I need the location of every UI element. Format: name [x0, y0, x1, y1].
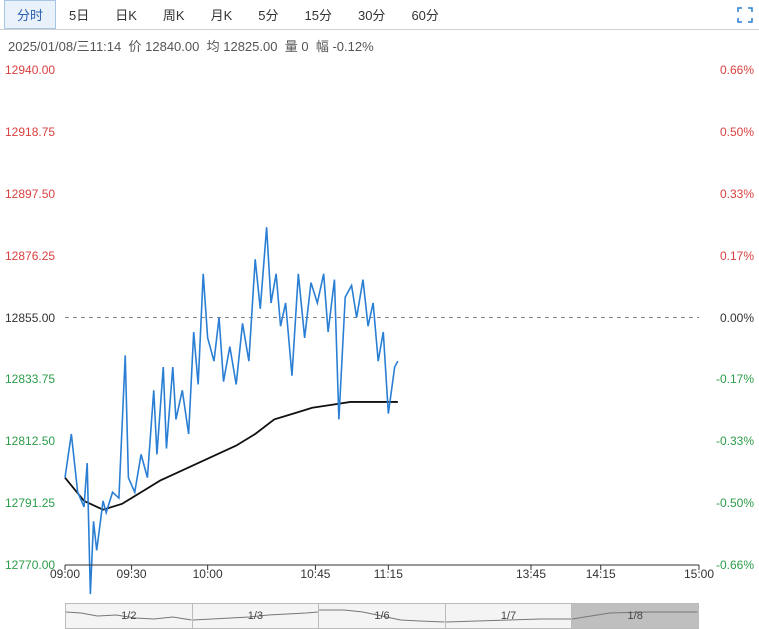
- mini-overview-panel[interactable]: 1/2 1/3 1/6 1/7 1/8: [65, 603, 699, 629]
- expand-icon[interactable]: [735, 5, 755, 25]
- tab-月K[interactable]: 月K: [198, 0, 246, 29]
- tab-日K[interactable]: 日K: [102, 0, 150, 29]
- y-right-tick: 0.33%: [720, 188, 754, 200]
- plot-region[interactable]: [65, 70, 699, 565]
- x-tick: 14:15: [586, 567, 616, 581]
- price-line: [65, 227, 398, 594]
- y-right-tick: -0.33%: [716, 435, 754, 447]
- info-chg: -0.12%: [332, 39, 373, 54]
- info-vol: 0: [301, 39, 308, 54]
- y-right-tick: 0.66%: [720, 64, 754, 76]
- y-right-tick: 0.17%: [720, 250, 754, 262]
- mini-segment[interactable]: 1/8: [571, 603, 699, 629]
- y-right-tick: -0.17%: [716, 373, 754, 385]
- y-right-tick: 0.50%: [720, 126, 754, 138]
- mini-segment[interactable]: 1/7: [445, 603, 573, 629]
- y-right-tick: -0.66%: [716, 559, 754, 571]
- x-tick: 11:15: [374, 567, 403, 581]
- y-left-tick: 12876.25: [5, 250, 55, 262]
- chart-area: 12940.00 12918.75 12897.50 12876.25 12855.00…: [0, 60, 759, 575]
- mini-label: 1/6: [374, 610, 389, 622]
- tab-5日[interactable]: 5日: [56, 0, 102, 29]
- x-tick: 09:30: [117, 567, 147, 581]
- tab-分时[interactable]: 分时: [4, 0, 56, 29]
- y-left-tick: 12855.00: [5, 312, 55, 324]
- mini-segment[interactable]: 1/6: [318, 603, 446, 629]
- tab-5分[interactable]: 5分: [245, 0, 291, 29]
- tab-60分[interactable]: 60分: [398, 0, 451, 29]
- y-right-tick: -0.50%: [716, 497, 754, 509]
- tab-15分[interactable]: 15分: [292, 0, 345, 29]
- mini-segment[interactable]: 1/2: [65, 603, 193, 629]
- info-chg-label: 幅: [316, 39, 329, 54]
- y-left-tick: 12833.75: [5, 373, 55, 385]
- y-left-tick: 12791.25: [5, 497, 55, 509]
- y-left-tick: 12918.75: [5, 126, 55, 138]
- tab-bar: 分时5日日K周K月K5分15分30分60分: [0, 0, 759, 30]
- info-vol-label: 量: [285, 39, 298, 54]
- x-tick: 10:45: [300, 567, 330, 581]
- info-avg: 12825.00: [223, 39, 277, 54]
- info-price: 12840.00: [145, 39, 199, 54]
- y-left-tick: 12940.00: [5, 64, 55, 76]
- mini-label: 1/3: [248, 610, 263, 622]
- info-price-label: 价: [128, 39, 141, 54]
- mini-label: 1/8: [628, 610, 643, 622]
- tab-周K[interactable]: 周K: [150, 0, 198, 29]
- info-bar: 2025/01/08/三11:14 价 12840.00 均 12825.00 …: [0, 30, 759, 61]
- tab-30分[interactable]: 30分: [345, 0, 398, 29]
- y-left-tick: 12812.50: [5, 435, 55, 447]
- x-tick: 10:00: [193, 567, 223, 581]
- y-left-tick: 12897.50: [5, 188, 55, 200]
- info-avg-label: 均: [207, 39, 220, 54]
- info-datetime: 2025/01/08/三11:14: [8, 39, 121, 54]
- x-tick: 15:00: [684, 567, 714, 581]
- mini-segment[interactable]: 1/3: [192, 603, 320, 629]
- y-left-tick: 12770.00: [5, 559, 55, 571]
- x-tick: 09:00: [50, 567, 80, 581]
- mini-label: 1/7: [501, 610, 516, 622]
- mini-label: 1/2: [121, 610, 136, 622]
- y-right-tick: 0.00%: [720, 312, 754, 324]
- x-tick: 13:45: [516, 567, 546, 581]
